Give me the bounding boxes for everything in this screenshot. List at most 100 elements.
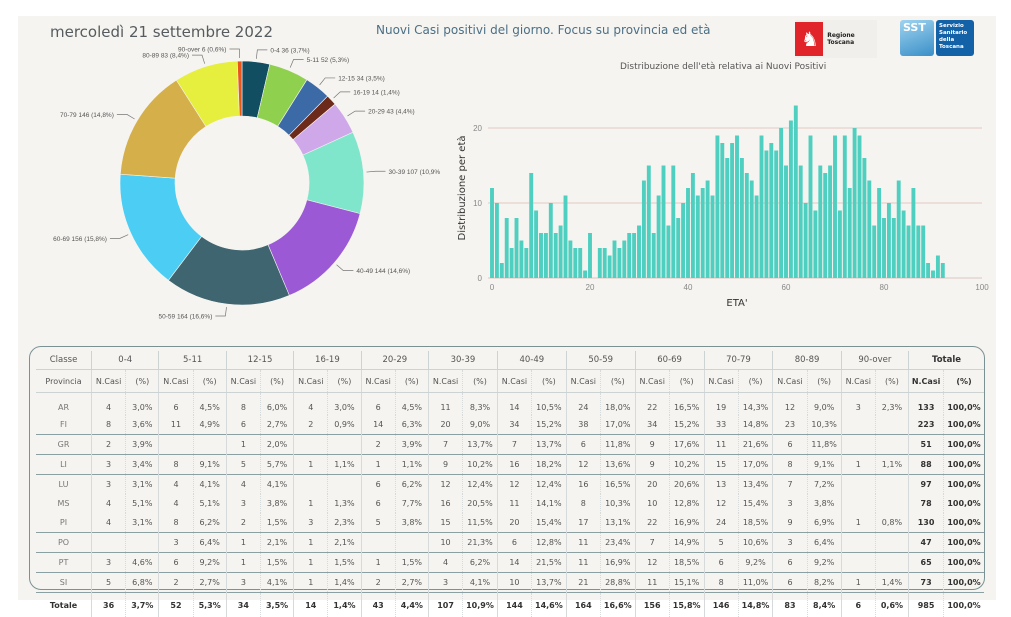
bar-age-13[interactable] bbox=[554, 233, 558, 278]
bar-age-23[interactable] bbox=[603, 248, 607, 278]
bar-age-50[interactable] bbox=[735, 136, 739, 279]
header-ncasi[interactable]: N.Casi bbox=[909, 370, 944, 393]
header-pct[interactable]: (%) bbox=[669, 370, 704, 393]
bar-age-31[interactable] bbox=[642, 181, 646, 279]
bar-age-87[interactable] bbox=[916, 226, 920, 279]
bar-age-43[interactable] bbox=[701, 188, 705, 278]
header-ncasi[interactable]: N.Casi bbox=[294, 370, 328, 393]
header-group-5-11[interactable]: 5-11 bbox=[159, 351, 226, 370]
header-group-16-19[interactable]: 16-19 bbox=[294, 351, 361, 370]
bar-age-26[interactable] bbox=[617, 248, 621, 278]
bar-age-79[interactable] bbox=[877, 188, 881, 278]
bar-age-61[interactable] bbox=[789, 121, 793, 279]
bar-age-39[interactable] bbox=[681, 203, 685, 278]
header-group-80-89[interactable]: 80-89 bbox=[773, 351, 841, 370]
bar-age-74[interactable] bbox=[853, 128, 857, 278]
bar-age-27[interactable] bbox=[622, 241, 626, 279]
bar-age-45[interactable] bbox=[711, 196, 715, 279]
bar-age-80[interactable] bbox=[882, 218, 886, 278]
bar-age-20[interactable] bbox=[588, 233, 592, 278]
bar-age-42[interactable] bbox=[696, 196, 700, 279]
bar-age-57[interactable] bbox=[769, 143, 773, 278]
bar-age-88[interactable] bbox=[921, 226, 925, 279]
bar-age-25[interactable] bbox=[613, 241, 617, 279]
header-pct[interactable]: (%) bbox=[463, 370, 498, 393]
header-group-12-15[interactable]: 12-15 bbox=[226, 351, 293, 370]
header-group-30-39[interactable]: 30-39 bbox=[428, 351, 497, 370]
header-group-50-59[interactable]: 50-59 bbox=[566, 351, 635, 370]
bar-age-46[interactable] bbox=[715, 136, 719, 279]
bar-age-67[interactable] bbox=[818, 166, 822, 279]
bar-age-38[interactable] bbox=[676, 218, 680, 278]
header-pct[interactable]: (%) bbox=[600, 370, 635, 393]
header-group-90-over[interactable]: 90-over bbox=[841, 351, 908, 370]
bar-age-83[interactable] bbox=[897, 181, 901, 279]
header-ncasi[interactable]: N.Casi bbox=[361, 370, 395, 393]
header-pct[interactable]: (%) bbox=[875, 370, 908, 393]
bar-age-68[interactable] bbox=[823, 173, 827, 278]
bar-age-24[interactable] bbox=[608, 256, 612, 279]
header-ncasi[interactable]: N.Casi bbox=[428, 370, 462, 393]
bar-age-17[interactable] bbox=[573, 248, 577, 278]
bar-age-90[interactable] bbox=[931, 271, 935, 279]
bar-age-58[interactable] bbox=[774, 151, 778, 279]
header-ncasi[interactable]: N.Casi bbox=[566, 370, 600, 393]
bar-age-62[interactable] bbox=[794, 106, 798, 279]
bar-age-4[interactable] bbox=[510, 248, 514, 278]
bar-age-32[interactable] bbox=[647, 166, 651, 279]
bar-age-6[interactable] bbox=[519, 241, 523, 279]
bar-age-64[interactable] bbox=[804, 203, 808, 278]
bar-age-12[interactable] bbox=[549, 203, 553, 278]
header-group-60-69[interactable]: 60-69 bbox=[635, 351, 704, 370]
bar-age-81[interactable] bbox=[887, 203, 891, 278]
bar-age-72[interactable] bbox=[843, 136, 847, 279]
bar-age-84[interactable] bbox=[902, 211, 906, 279]
bar-age-11[interactable] bbox=[544, 233, 548, 278]
header-pct[interactable]: (%) bbox=[944, 370, 984, 393]
header-pct[interactable]: (%) bbox=[395, 370, 428, 393]
bar-age-22[interactable] bbox=[598, 248, 602, 278]
bar-age-28[interactable] bbox=[627, 233, 631, 278]
header-group-40-49[interactable]: 40-49 bbox=[497, 351, 566, 370]
bar-age-48[interactable] bbox=[725, 158, 729, 278]
header-pct[interactable]: (%) bbox=[532, 370, 567, 393]
bar-age-5[interactable] bbox=[515, 218, 519, 278]
bar-age-54[interactable] bbox=[755, 196, 759, 279]
header-pct[interactable]: (%) bbox=[807, 370, 841, 393]
bar-age-89[interactable] bbox=[926, 263, 930, 278]
bar-age-65[interactable] bbox=[809, 136, 813, 279]
bar-age-47[interactable] bbox=[720, 143, 724, 278]
bar-age-9[interactable] bbox=[534, 211, 538, 279]
bar-age-75[interactable] bbox=[858, 136, 862, 279]
bar-age-53[interactable] bbox=[750, 181, 754, 279]
bar-age-41[interactable] bbox=[691, 173, 695, 278]
header-pct[interactable]: (%) bbox=[193, 370, 226, 393]
header-pct[interactable]: (%) bbox=[328, 370, 361, 393]
bar-age-19[interactable] bbox=[583, 271, 587, 279]
bar-age-59[interactable] bbox=[779, 128, 783, 278]
bar-age-69[interactable] bbox=[828, 166, 832, 279]
bar-age-77[interactable] bbox=[867, 181, 871, 279]
bar-age-60[interactable] bbox=[784, 166, 788, 279]
bar-age-66[interactable] bbox=[813, 211, 817, 279]
header-pct[interactable]: (%) bbox=[738, 370, 773, 393]
bar-age-30[interactable] bbox=[637, 226, 641, 279]
bar-age-70[interactable] bbox=[833, 136, 837, 279]
bar-age-73[interactable] bbox=[848, 188, 852, 278]
bar-age-37[interactable] bbox=[671, 166, 675, 279]
header-ncasi[interactable]: N.Casi bbox=[773, 370, 807, 393]
bar-age-29[interactable] bbox=[632, 233, 636, 278]
bar-age-56[interactable] bbox=[764, 151, 768, 279]
bar-age-51[interactable] bbox=[740, 158, 744, 278]
bar-age-44[interactable] bbox=[706, 181, 710, 279]
bar-age-52[interactable] bbox=[745, 173, 749, 278]
header-pct[interactable]: (%) bbox=[126, 370, 159, 393]
bar-age-35[interactable] bbox=[662, 166, 666, 279]
bar-age-86[interactable] bbox=[911, 188, 915, 278]
bar-age-36[interactable] bbox=[666, 226, 670, 279]
bar-age-14[interactable] bbox=[559, 226, 563, 279]
bar-age-40[interactable] bbox=[686, 188, 690, 278]
bar-age-71[interactable] bbox=[838, 211, 842, 279]
bar-age-63[interactable] bbox=[799, 166, 803, 279]
header-ncasi[interactable]: N.Casi bbox=[841, 370, 875, 393]
